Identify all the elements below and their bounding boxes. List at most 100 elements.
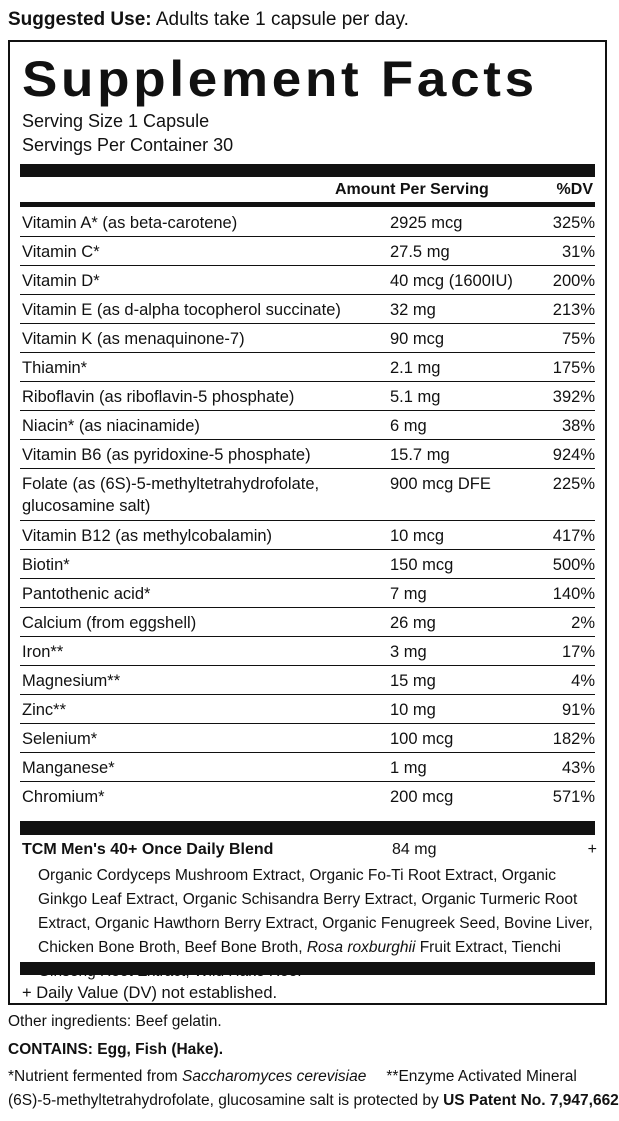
- suggested-use-label: Suggested Use:: [8, 9, 152, 30]
- nutrient-name: Zinc**: [22, 701, 67, 719]
- thick-divider-bottom: [20, 962, 595, 975]
- nutrient-dv: 31%: [561, 243, 595, 261]
- table-row: Selenium* 100 mcg 182%: [20, 724, 595, 753]
- nutrient-dv: 75%: [561, 330, 595, 348]
- nutrient-amount: 3 mg: [390, 643, 427, 661]
- nutrient-dv: 140%: [552, 585, 595, 603]
- serving-size: Serving Size 1 Capsule: [22, 111, 210, 131]
- servings-per-container: Servings Per Container 30: [22, 135, 234, 155]
- nutrient-dv: 924%: [552, 446, 595, 464]
- nutrient-amount: 2925 mcg: [390, 214, 463, 232]
- table-row: Vitamin B6 (as pyridoxine-5 phosphate) 15…: [20, 440, 595, 469]
- nutrient-dv: 392%: [552, 388, 595, 406]
- nutrient-amount: 100 mcg: [390, 730, 454, 748]
- nutrient-dv: 225%: [552, 475, 595, 493]
- table-row: Pantothenic acid* 7 mg 140%: [20, 579, 595, 608]
- blend-dv: +: [587, 841, 597, 858]
- nutrient-dv: 500%: [552, 556, 595, 574]
- nutrient-dv: 17%: [561, 643, 595, 661]
- nutrient-amount: 900 mcg DFE: [390, 475, 491, 493]
- blend-ingredients-part1: Organic Cordyceps Mushroom Extract, Orga…: [38, 867, 593, 956]
- table-row: Thiamin* 2.1 mg 175%: [20, 353, 595, 382]
- nutrient-dv: 182%: [552, 730, 595, 748]
- nutrient-amount: 10 mg: [390, 701, 436, 719]
- nutrient-dv: 213%: [552, 301, 595, 319]
- table-row: Iron** 3 mg 17%: [20, 637, 595, 666]
- other-ingredients: Other ingredients: Beef gelatin.: [8, 1013, 222, 1030]
- nutrient-dv: 43%: [561, 759, 595, 777]
- table-row: Zinc** 10 mg 91%: [20, 695, 595, 724]
- table-row: Vitamin E (as d-alpha tocopherol succina…: [20, 295, 595, 324]
- nutrient-amount: 15.7 mg: [390, 446, 450, 464]
- table-row: Vitamin B12 (as methylcobalamin) 10 mcg 41…: [20, 521, 595, 550]
- blend-amount: 84 mg: [392, 841, 437, 858]
- nutrient-name: Riboflavin (as riboflavin-5 phosphate): [22, 388, 295, 406]
- nutrient-name: Manganese*: [22, 759, 115, 777]
- nutrient-amount: 15 mg: [390, 672, 436, 690]
- nutrient-amount: 150 mcg: [390, 556, 454, 574]
- nutrient-name: Vitamin B6 (as pyridoxine-5 phosphate): [22, 446, 311, 464]
- nutrient-name: Folate (as (6S)-5-methyltetrahydrofolate…: [22, 475, 320, 515]
- nutrient-name: Biotin*: [22, 556, 70, 574]
- table-row: Niacin* (as niacinamide) 6 mg 38%: [20, 411, 595, 440]
- nutrient-amount: 27.5 mg: [390, 243, 450, 261]
- nutrient-dv: 571%: [552, 788, 595, 806]
- nutrient-table: Vitamin A* (as beta-carotene) 2925 mcg 325…: [20, 208, 595, 811]
- nutrient-name: Selenium*: [22, 730, 98, 748]
- nutrient-dv: 175%: [552, 359, 595, 377]
- nutrient-dv: 200%: [552, 272, 595, 290]
- nutrient-dv: 91%: [561, 701, 595, 719]
- footnote-line-1: *Nutrient fermented from Saccharomyces c…: [8, 1067, 577, 1087]
- nutrient-name: Vitamin D*: [22, 272, 100, 290]
- nutrient-dv: 38%: [561, 417, 595, 435]
- header-dv: %DV: [556, 181, 593, 198]
- footnote-line-2: (6S)-5-methyltetrahydrofolate, glucosami…: [8, 1091, 619, 1111]
- patent-text: (6S)-5-methyltetrahydrofolate, glucosami…: [8, 1092, 444, 1109]
- nutrient-amount: 32 mg: [390, 301, 436, 319]
- nutrient-amount: 10 mcg: [390, 527, 445, 545]
- nutrient-name: Iron**: [22, 643, 64, 661]
- nutrient-name: Magnesium**: [22, 672, 121, 690]
- nutrient-name: Vitamin B12 (as methylcobalamin): [22, 527, 273, 545]
- patent-number: US Patent No. 7,947,662: [443, 1092, 619, 1109]
- panel-title: Supplement Facts: [22, 51, 538, 107]
- fermented-prefix: *Nutrient fermented from: [8, 1068, 183, 1085]
- table-row: Biotin* 150 mcg 500%: [20, 550, 595, 579]
- table-row: Folate (as (6S)-5-methyltetrahydrofolate…: [20, 469, 595, 521]
- suggested-use: Suggested Use: Adults take 1 capsule per…: [8, 8, 409, 32]
- table-row: Vitamin K (as menaquinone-7) 90 mcg 75%: [20, 324, 595, 353]
- nutrient-amount: 5.1 mg: [390, 388, 441, 406]
- nutrient-name: Calcium (from eggshell): [22, 614, 197, 632]
- nutrient-dv: 417%: [552, 527, 595, 545]
- contains-text: CONTAINS: Egg, Fish (Hake).: [8, 1041, 224, 1058]
- nutrient-name: Vitamin K (as menaquinone-7): [22, 330, 245, 348]
- nutrient-amount: 200 mcg: [390, 788, 454, 806]
- nutrient-amount: 40 mcg (1600IU): [390, 272, 513, 290]
- nutrient-amount: 6 mg: [390, 417, 427, 435]
- table-row: Riboflavin (as riboflavin-5 phosphate) 5.…: [20, 382, 595, 411]
- table-row: Manganese* 1 mg 43%: [20, 753, 595, 782]
- table-row: Calcium (from eggshell) 26 mg 2%: [20, 608, 595, 637]
- suggested-use-text: Adults take 1 capsule per day.: [155, 9, 409, 30]
- contains-allergens: CONTAINS: Egg, Fish (Hake).: [8, 1040, 223, 1060]
- table-row: Chromium* 200 mcg 571%: [20, 782, 595, 811]
- nutrient-dv: 2%: [571, 614, 595, 632]
- nutrient-name: Vitamin A* (as beta-carotene): [22, 214, 238, 232]
- blend-ingredients-italic: Rosa roxburghii: [306, 939, 416, 956]
- nutrient-dv: 4%: [571, 672, 595, 690]
- nutrient-amount: 90 mcg: [390, 330, 445, 348]
- nutrient-name: Thiamin*: [22, 359, 88, 377]
- enzyme-note: **Enzyme Activated Mineral: [386, 1068, 577, 1085]
- table-row: Vitamin A* (as beta-carotene) 2925 mcg 325…: [20, 208, 595, 237]
- thick-divider-blend: [20, 821, 595, 835]
- thick-divider-header: [20, 202, 595, 207]
- nutrient-name: Niacin* (as niacinamide): [22, 417, 200, 435]
- nutrient-name: Vitamin E (as d-alpha tocopherol succina…: [22, 301, 341, 319]
- fermented-organism: Saccharomyces cerevisiae: [182, 1068, 367, 1085]
- nutrient-dv: 325%: [552, 214, 595, 232]
- dv-footnote: + Daily Value (DV) not established.: [22, 984, 278, 1002]
- nutrient-name: Pantothenic acid*: [22, 585, 151, 603]
- table-row: Vitamin D* 40 mcg (1600IU) 200%: [20, 266, 595, 295]
- nutrient-name: Vitamin C*: [22, 243, 100, 261]
- nutrient-name: Chromium*: [22, 788, 105, 806]
